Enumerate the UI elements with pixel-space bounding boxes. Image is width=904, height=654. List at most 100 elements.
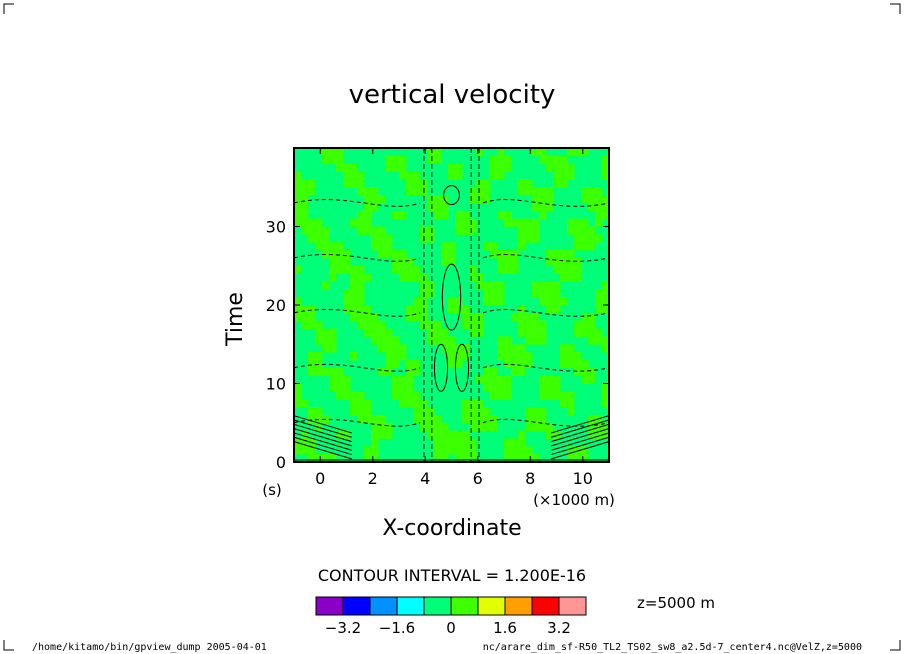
field-cell xyxy=(406,391,414,400)
field-cell xyxy=(532,289,540,298)
field-cell xyxy=(539,407,547,416)
field-cell xyxy=(385,359,393,369)
field-cell xyxy=(308,179,316,188)
field-cell xyxy=(560,352,568,361)
field-cell xyxy=(350,297,358,306)
field-cell xyxy=(336,375,344,384)
y-tick-label: 20 xyxy=(266,296,286,315)
field-cell xyxy=(427,155,435,165)
field-cell xyxy=(364,320,372,329)
field-cell xyxy=(427,407,435,416)
field-cell xyxy=(518,430,526,439)
field-cell xyxy=(497,171,505,180)
field-cell xyxy=(357,179,365,188)
field-cell xyxy=(595,430,603,439)
field-cell xyxy=(385,163,393,172)
field-cell xyxy=(581,195,589,204)
field-cell xyxy=(553,289,561,298)
field-cell xyxy=(364,273,372,282)
field-cell xyxy=(329,344,337,353)
field-cell xyxy=(511,352,519,361)
field-cell xyxy=(490,391,498,400)
field-cell xyxy=(490,163,498,172)
field-cell xyxy=(511,359,519,369)
field-cell xyxy=(455,446,463,455)
field-cell xyxy=(539,148,547,157)
contour-line xyxy=(293,436,352,456)
field-cell xyxy=(406,383,414,392)
field-cell xyxy=(329,375,337,384)
field-cell xyxy=(392,359,400,369)
field-cell xyxy=(490,250,498,259)
field-cell xyxy=(420,422,428,431)
field-cell xyxy=(371,328,379,337)
colorbar-label: −1.6 xyxy=(379,619,415,637)
field-cell xyxy=(476,414,484,424)
field-cell xyxy=(567,250,575,259)
field-cell xyxy=(392,257,400,267)
field-cell xyxy=(448,359,456,369)
field-cell xyxy=(567,226,575,235)
field-cell xyxy=(539,155,547,165)
field-cell xyxy=(567,344,575,353)
field-cell xyxy=(350,281,358,290)
field-cell xyxy=(364,187,372,196)
contour-line xyxy=(551,436,610,456)
field-cell xyxy=(490,281,498,290)
field-cell xyxy=(539,195,547,204)
field-cell xyxy=(469,446,477,455)
field-cell xyxy=(504,391,512,400)
field-cell xyxy=(350,218,358,227)
field-cell xyxy=(483,407,491,416)
field-cell xyxy=(602,163,610,172)
field-cell xyxy=(490,171,498,180)
field-cell xyxy=(455,438,463,447)
field-cell xyxy=(336,155,344,165)
field-cell xyxy=(301,202,309,212)
field-cell xyxy=(455,226,463,235)
field-cell xyxy=(392,383,400,392)
field-cell xyxy=(392,344,400,353)
field-cell xyxy=(357,407,365,416)
field-cell xyxy=(581,242,589,251)
field-cell xyxy=(364,226,372,235)
field-cell xyxy=(434,320,442,329)
field-cell xyxy=(560,163,568,172)
field-cell xyxy=(532,328,540,337)
field-cell xyxy=(350,171,358,180)
field-cell xyxy=(560,399,568,408)
field-cell xyxy=(518,454,526,463)
field-cell xyxy=(441,202,449,212)
field-cell xyxy=(588,328,596,337)
field-cell xyxy=(497,297,505,306)
field-cell xyxy=(406,171,414,180)
field-cell xyxy=(294,383,302,392)
field-cell xyxy=(364,414,372,424)
field-cell xyxy=(518,226,526,235)
field-cell xyxy=(448,438,456,447)
field-cell xyxy=(462,305,470,314)
field-cell xyxy=(378,320,386,329)
field-cell xyxy=(392,265,400,274)
field-cell xyxy=(392,155,400,165)
field-cell xyxy=(567,407,575,416)
contour-line xyxy=(551,423,610,443)
field-cell xyxy=(343,265,351,274)
field-cell xyxy=(518,179,526,188)
colorbar-swatch xyxy=(369,596,398,616)
field-cell xyxy=(315,320,323,329)
x-tick-label: 6 xyxy=(473,469,483,488)
field-cell xyxy=(525,187,533,196)
field-cell xyxy=(511,312,519,322)
field-cell xyxy=(504,344,512,353)
chart-title: vertical velocity xyxy=(349,80,556,110)
field-cell xyxy=(441,250,449,259)
field-cell xyxy=(385,242,393,251)
field-cell xyxy=(595,210,603,220)
field-cell xyxy=(525,454,533,463)
field-cell xyxy=(574,148,582,157)
field-cell xyxy=(350,391,358,400)
field-cell xyxy=(315,328,323,337)
field-cell xyxy=(602,391,610,400)
field-cell xyxy=(539,375,547,384)
